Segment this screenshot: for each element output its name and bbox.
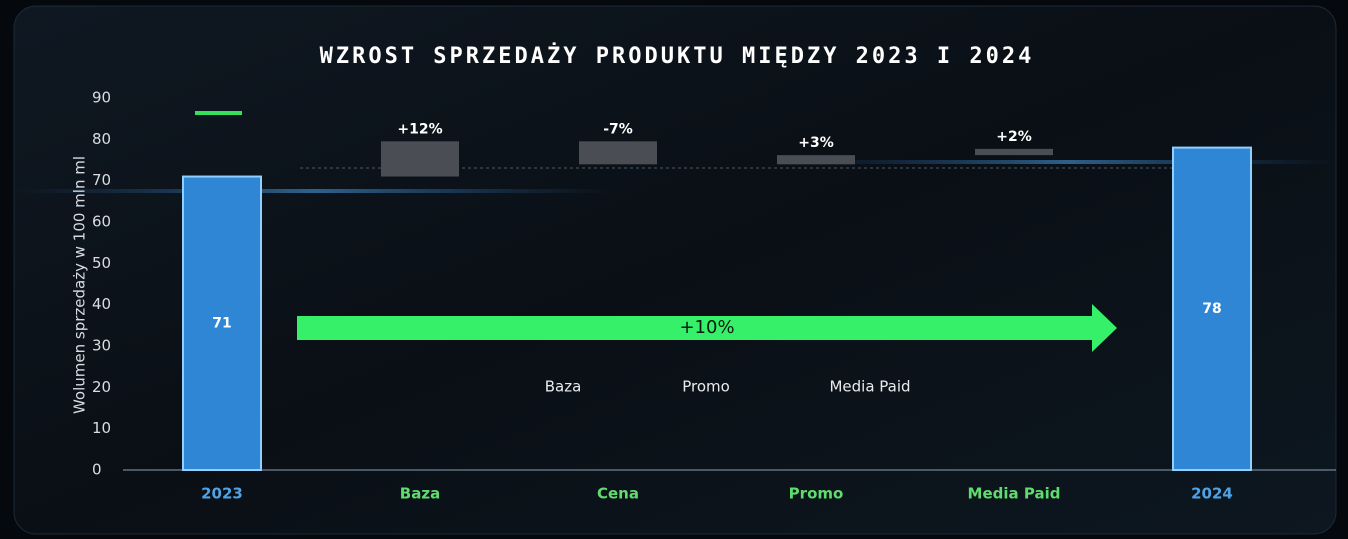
chart-title: WZROST SPRZEDAŻY PRODUKTU MIĘDZY 2023 I … — [320, 43, 1035, 69]
x-tick-label: Cena — [597, 485, 639, 503]
value-label: +2% — [996, 129, 1032, 145]
annotation: Promo — [682, 378, 730, 396]
y-tick-label: 90 — [92, 89, 111, 107]
x-tick-label: Media Paid — [968, 485, 1061, 503]
y-tick-label: 60 — [92, 213, 111, 231]
y-tick-label: 40 — [92, 295, 111, 313]
arrow — [297, 304, 1117, 352]
annotation: Media Paid — [829, 378, 910, 396]
x-tick-label: Baza — [400, 485, 440, 503]
value-label: +3% — [798, 135, 834, 151]
glow — [800, 160, 1336, 164]
y-tick-label: 50 — [92, 254, 111, 272]
y-tick-label: 80 — [92, 130, 111, 148]
y-tick-label: 70 — [92, 171, 111, 189]
value-label: +12% — [397, 121, 442, 137]
glow — [14, 189, 614, 193]
bar — [777, 155, 855, 165]
y-axis-label: Wolumen sprzedaży w 100 mln ml — [71, 156, 89, 414]
bar — [182, 175, 262, 472]
value-label: -7% — [603, 121, 633, 137]
marker — [195, 111, 242, 115]
y-tick-label: 30 — [92, 337, 111, 355]
bar — [579, 141, 657, 165]
value-label: 78 — [1202, 301, 1221, 317]
x-tick-label: 2023 — [201, 485, 243, 503]
annotation: Baza — [545, 378, 582, 396]
value-label: 71 — [212, 315, 231, 331]
bar — [1172, 146, 1252, 471]
x-tick-label: 2024 — [1191, 485, 1233, 503]
card — [13, 5, 1337, 535]
y-tick-label: 0 — [92, 461, 102, 479]
x-tick-label: Promo — [789, 485, 844, 503]
y-tick-label: 10 — [92, 419, 111, 437]
y-tick-label: 20 — [92, 378, 111, 396]
bar — [975, 148, 1053, 156]
arrow-label: +10% — [679, 317, 734, 338]
bar — [381, 141, 459, 177]
